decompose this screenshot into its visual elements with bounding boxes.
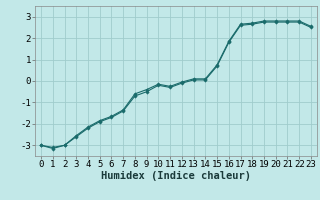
X-axis label: Humidex (Indice chaleur): Humidex (Indice chaleur)	[101, 171, 251, 181]
